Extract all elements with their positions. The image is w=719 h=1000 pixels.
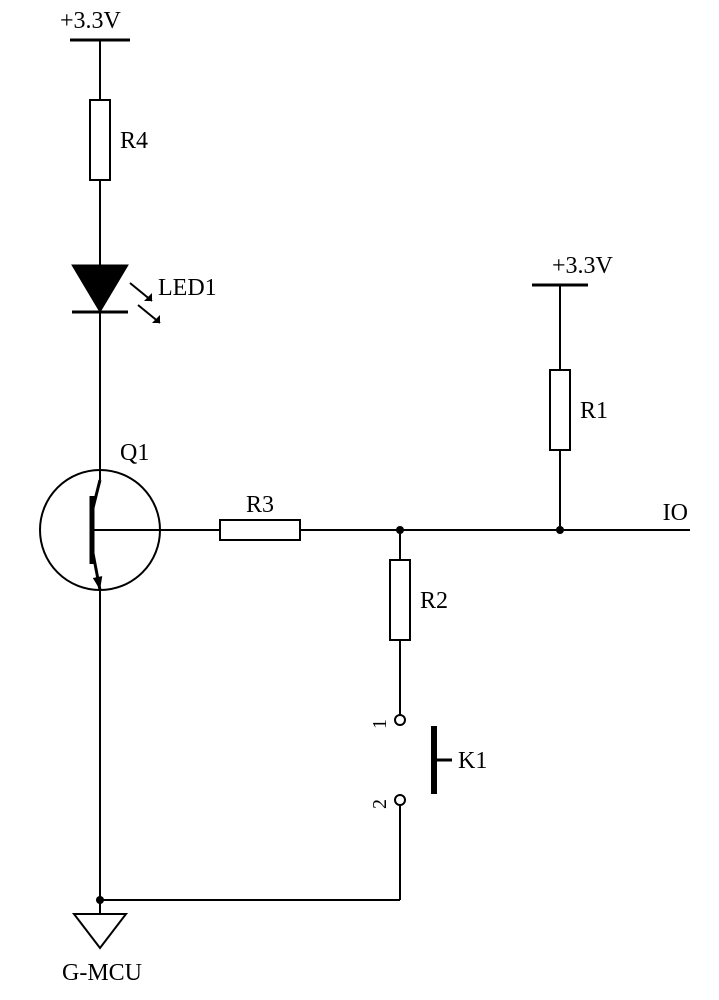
- resistor-r3: [220, 520, 300, 540]
- resistor-r1-label: R1: [580, 398, 608, 424]
- switch-pin1-label: 1: [369, 719, 391, 729]
- switch-pin2-label: 2: [369, 799, 391, 809]
- switch-terminal-1: [395, 715, 405, 725]
- led1-triangle: [72, 265, 128, 312]
- resistor-r3-label: R3: [246, 492, 274, 518]
- switch-k1-label: K1: [458, 748, 487, 774]
- ground-symbol: [74, 914, 126, 948]
- led1-label: LED1: [158, 275, 217, 301]
- resistor-r4-label: R4: [120, 128, 148, 154]
- io-label: IO: [663, 500, 688, 526]
- switch-terminal-2: [395, 795, 405, 805]
- vcc-left-label: +3.3V: [60, 8, 122, 34]
- vcc-right-label: +3.3V: [552, 253, 614, 279]
- ground-label: G-MCU: [62, 960, 142, 986]
- q1-label: Q1: [120, 440, 149, 466]
- resistor-r2: [390, 560, 410, 640]
- resistor-r1: [550, 370, 570, 450]
- resistor-r2-label: R2: [420, 588, 448, 614]
- resistor-r4: [90, 100, 110, 180]
